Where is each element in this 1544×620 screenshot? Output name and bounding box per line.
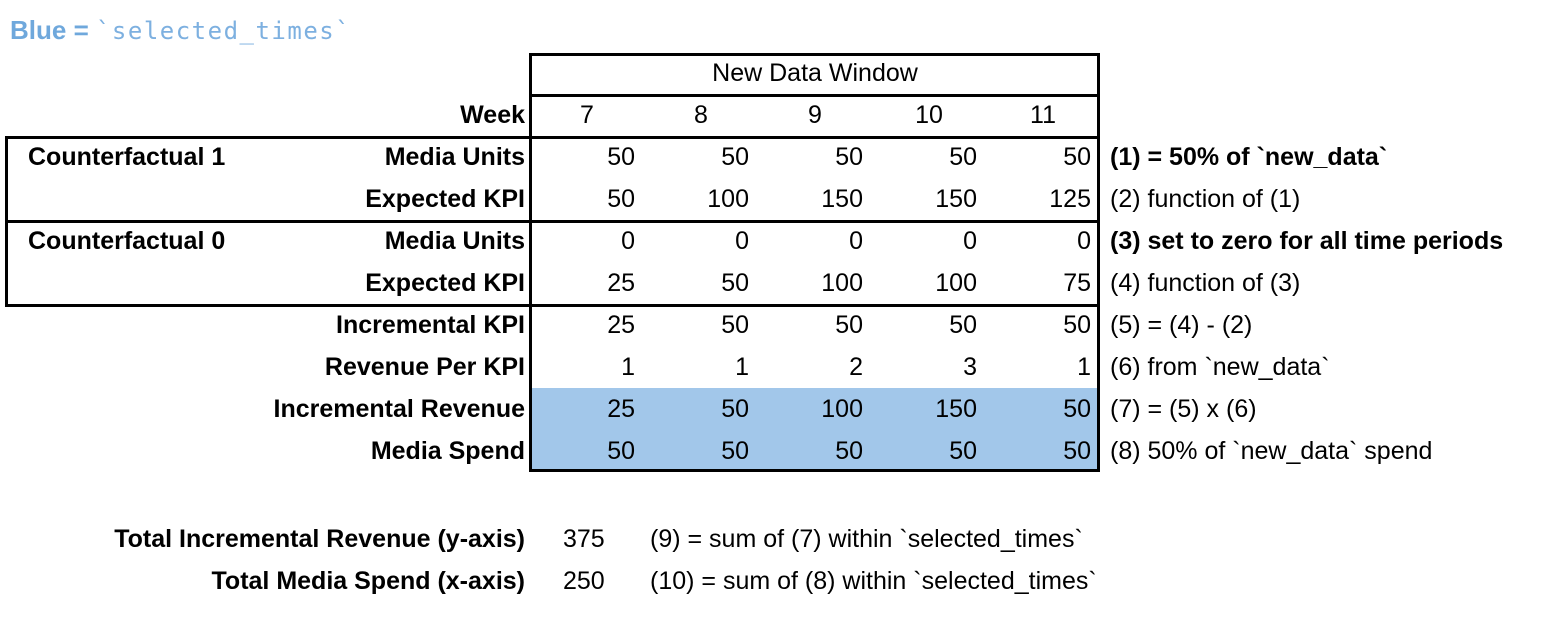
table-row-media-spend: Media Spend 50 50 50 50 50 (8) 50% of `n… (0, 430, 1544, 472)
table-row-media-units-cf0: Media Units 0 0 0 0 0 (3) set to zero fo… (0, 220, 1544, 262)
table-cell: 1 (621, 353, 635, 381)
table-row-incremental-revenue: Incremental Revenue 25 50 100 150 50 (7)… (0, 388, 1544, 430)
table-cell: 0 (735, 227, 749, 255)
row-annotation: (8) 50% of `new_data` spend (1110, 437, 1433, 465)
row-label: Incremental Revenue (273, 395, 526, 423)
table-cell: 100 (707, 185, 749, 213)
legend-code: `selected_times` (95, 17, 352, 45)
total-label: Total Incremental Revenue (y-axis) (114, 525, 525, 553)
table-cell: 25 (607, 269, 635, 297)
table-cell: 75 (1063, 269, 1091, 297)
table-row-media-units-cf1: Media Units 50 50 50 50 50 (1) = 50% of … (0, 136, 1544, 178)
table-cell: 50 (721, 311, 749, 339)
total-incremental-revenue-row: Total Incremental Revenue (y-axis) 375 (… (0, 518, 1544, 560)
group-label-counterfactual-0: Counterfactual 0 (28, 227, 226, 255)
table-cell: 50 (1063, 437, 1091, 465)
table-cell: 1 (735, 353, 749, 381)
row-annotation: (1) = 50% of `new_data` (1110, 143, 1388, 171)
divider-counterfactual0-bottom (5, 304, 1100, 307)
divider-counterfactual1-top (5, 136, 1100, 139)
table-cell: 50 (721, 269, 749, 297)
row-annotation: (5) = (4) - (2) (1110, 311, 1253, 339)
label-box-left-border (5, 136, 8, 304)
total-value: 250 (563, 567, 605, 595)
table-cell: 100 (935, 269, 977, 297)
table-cell: 50 (1063, 143, 1091, 171)
divider-under-header (529, 94, 1100, 97)
row-label: Media Units (384, 227, 525, 255)
table-cell: 50 (607, 437, 635, 465)
table-cell: 50 (607, 185, 635, 213)
row-annotation: (6) from `new_data` (1110, 353, 1330, 381)
legend: Blue = `selected_times` (10, 15, 351, 46)
row-label: Expected KPI (365, 269, 525, 297)
table-cell: 2 (849, 353, 863, 381)
week-cell: 9 (808, 101, 822, 129)
row-label: Revenue Per KPI (324, 353, 525, 381)
total-label: Total Media Spend (x-axis) (211, 567, 525, 595)
table-cell: 50 (949, 143, 977, 171)
table-cell: 50 (835, 437, 863, 465)
table-cell: 50 (607, 143, 635, 171)
week-row: Week 7 8 9 10 11 (0, 94, 1544, 136)
table-cell: 0 (621, 227, 635, 255)
table-row-incremental-kpi: Incremental KPI 25 50 50 50 50 (5) = (4)… (0, 304, 1544, 346)
table-header-new-data-window: New Data Window (712, 59, 918, 87)
divider-counterfactual-middle (5, 220, 1100, 223)
selected-times-highlight (532, 388, 1097, 469)
table-cell: 100 (821, 395, 863, 423)
total-annotation: (9) = sum of (7) within `selected_times` (650, 525, 1083, 553)
row-label: Media Spend (370, 437, 525, 465)
table-cell: 100 (821, 269, 863, 297)
total-value: 375 (563, 525, 605, 553)
table-row-expected-kpi-cf1: Expected KPI 50 100 150 150 125 (2) func… (0, 178, 1544, 220)
table-cell: 0 (1077, 227, 1091, 255)
table-cell: 150 (935, 185, 977, 213)
week-cell: 8 (694, 101, 708, 129)
week-cell: 11 (1030, 101, 1056, 129)
table-cell: 50 (949, 311, 977, 339)
week-cell: 7 (580, 101, 594, 129)
week-label: Week (460, 101, 525, 129)
table-cell: 50 (835, 311, 863, 339)
table-cell: 50 (721, 395, 749, 423)
table-cell: 50 (835, 143, 863, 171)
row-annotation: (2) function of (1) (1110, 185, 1301, 213)
table-row-expected-kpi-cf0: Expected KPI 25 50 100 100 75 (4) functi… (0, 262, 1544, 304)
data-block-outline (529, 53, 1100, 472)
row-annotation: (3) set to zero for all time periods (1110, 227, 1504, 255)
row-label: Expected KPI (365, 185, 525, 213)
table-cell: 150 (821, 185, 863, 213)
row-label: Incremental KPI (336, 311, 525, 339)
table-cell: 1 (1077, 353, 1091, 381)
table-cell: 25 (607, 311, 635, 339)
week-cell: 10 (915, 101, 943, 129)
table-cell: 150 (935, 395, 977, 423)
legend-prefix: Blue = (10, 15, 96, 45)
total-media-spend-row: Total Media Spend (x-axis) 250 (10) = su… (0, 560, 1544, 602)
table-cell: 3 (963, 353, 977, 381)
table-cell: 50 (1063, 311, 1091, 339)
table-cell: 0 (849, 227, 863, 255)
row-annotation: (7) = (5) x (6) (1110, 395, 1257, 423)
table-cell: 50 (1063, 395, 1091, 423)
table-cell: 125 (1049, 185, 1091, 213)
table-cell: 50 (721, 143, 749, 171)
table-cell: 50 (949, 437, 977, 465)
row-label: Media Units (384, 143, 525, 171)
table-row-revenue-per-kpi: Revenue Per KPI 1 1 2 3 1 (6) from `new_… (0, 346, 1544, 388)
table-cell: 25 (607, 395, 635, 423)
total-annotation: (10) = sum of (8) within `selected_times… (650, 567, 1097, 595)
group-label-counterfactual-1: Counterfactual 1 (28, 143, 226, 171)
row-annotation: (4) function of (3) (1110, 269, 1301, 297)
table-cell: 50 (721, 437, 749, 465)
table-cell: 0 (963, 227, 977, 255)
